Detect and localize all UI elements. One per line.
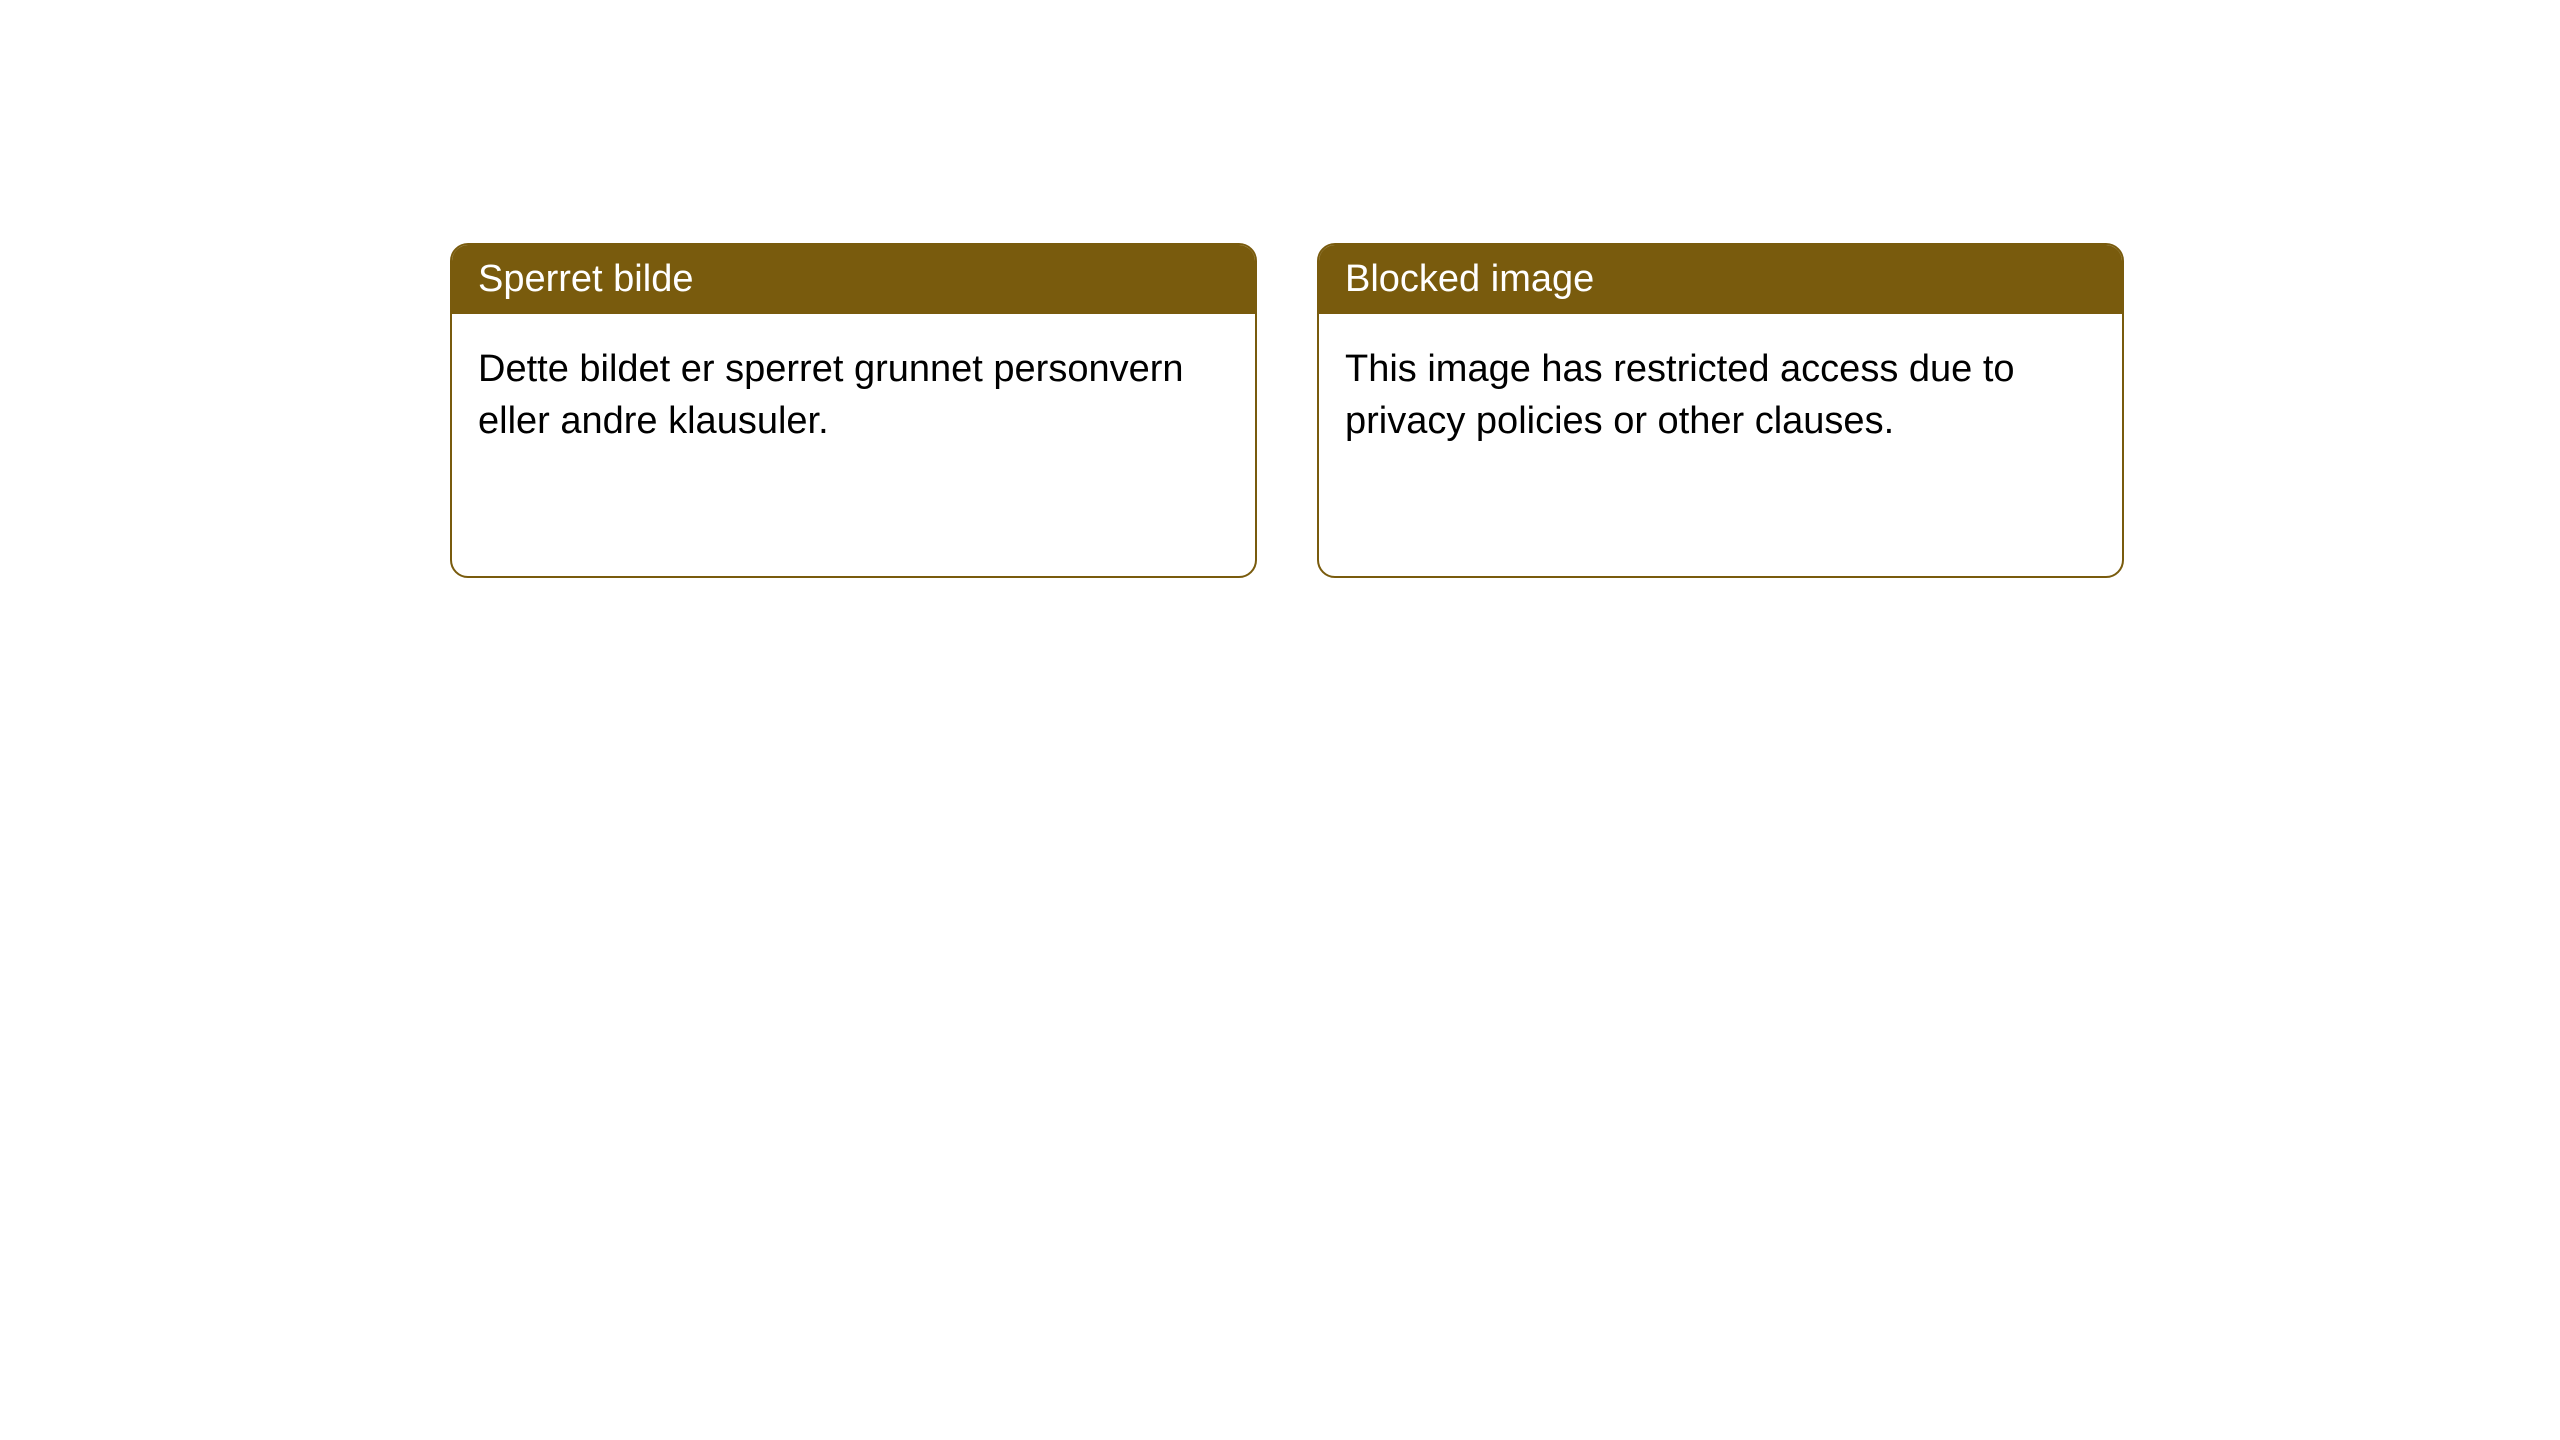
notice-box-norwegian: Sperret bilde Dette bildet er sperret gr… bbox=[450, 243, 1257, 578]
notice-title: Sperret bilde bbox=[452, 245, 1255, 314]
notice-body: This image has restricted access due to … bbox=[1319, 314, 2122, 477]
notice-title: Blocked image bbox=[1319, 245, 2122, 314]
notice-body: Dette bildet er sperret grunnet personve… bbox=[452, 314, 1255, 477]
notice-container: Sperret bilde Dette bildet er sperret gr… bbox=[0, 0, 2560, 578]
notice-box-english: Blocked image This image has restricted … bbox=[1317, 243, 2124, 578]
